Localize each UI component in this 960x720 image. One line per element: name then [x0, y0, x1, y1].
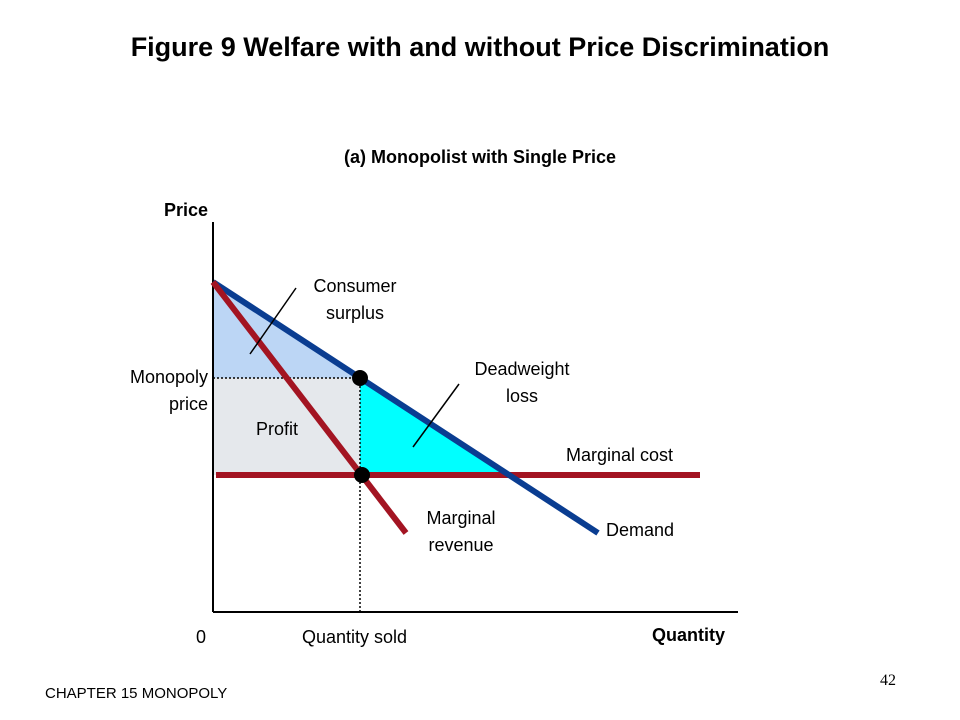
mr-mc-intersection-point — [354, 467, 370, 483]
page-number: 42 — [880, 672, 896, 689]
origin-label: 0 — [196, 627, 207, 647]
chapter-footer: CHAPTER 15 MONOPOLY — [45, 685, 228, 702]
slide-title: Figure 9 Welfare with and without Price … — [130, 32, 830, 62]
deadweight-loss-label-line2: loss — [505, 386, 538, 406]
consumer-surplus-label: Consumer surplus — [290, 275, 420, 325]
marginal-revenue-label: Marginal revenue — [400, 507, 522, 557]
demand-curve — [211, 279, 600, 536]
quantity-sold-label: Quantity sold — [302, 627, 408, 647]
diagram-subtitle: (a) Monopolist with Single Price — [343, 147, 616, 167]
consumer-surplus-label-line2: surplus — [325, 303, 385, 323]
consumer-surplus-label-line1: Consumer — [313, 276, 397, 296]
deadweight-loss-label: Deadweight loss — [452, 358, 592, 408]
demand-label: Demand — [606, 520, 675, 540]
consumer-surplus-pointer — [249, 287, 297, 355]
marginal-revenue-label-line1: Marginal — [426, 508, 496, 528]
marginal-cost-label: Marginal cost — [566, 445, 674, 465]
monopoly-price-label-line1: Monopoly — [129, 367, 208, 387]
deadweight-loss-label-line1: Deadweight — [474, 359, 570, 379]
marginal-revenue-label-line2: revenue — [428, 535, 494, 555]
x-axis-label: Quantity — [652, 625, 726, 645]
y-axis-label: Price — [163, 200, 208, 220]
profit-area — [213, 378, 360, 475]
profit-label: Profit — [256, 419, 299, 439]
monopoly-price-label-line2: price — [168, 394, 208, 414]
monopoly-price-point — [352, 370, 368, 386]
marginal-revenue-curve — [210, 280, 409, 535]
deadweight-loss-pointer — [412, 383, 460, 448]
monopoly-price-label: Monopoly price — [80, 366, 208, 416]
